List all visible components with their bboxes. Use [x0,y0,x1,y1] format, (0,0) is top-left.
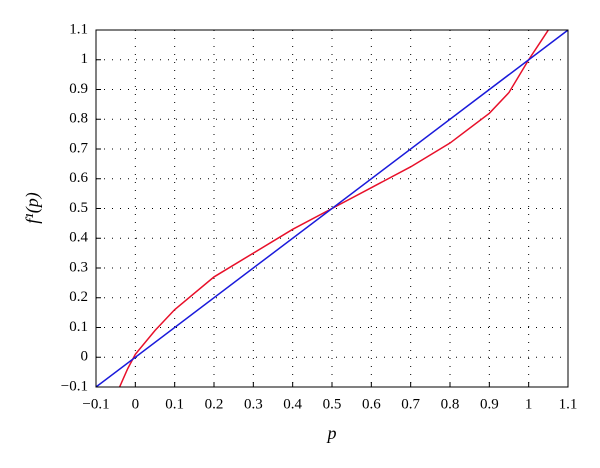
data-line [118,30,549,387]
y-tick-label: 0 [81,349,89,365]
y-tick-label: 1.1 [69,21,88,37]
y-tick-label: 0.9 [69,81,88,97]
x-tick-label: 0.7 [401,396,420,412]
x-tick-label: 0.3 [244,396,263,412]
y-tick-label: 0.8 [69,111,88,127]
plot-frame [95,29,569,388]
y-tick-label: 0.3 [69,259,88,275]
x-tick-label: 0 [132,396,140,412]
y-tick-label: 0.6 [69,170,88,186]
x-tick-label: 0.4 [283,396,302,412]
x-tick-label: 1.1 [559,396,578,412]
y-tick-label: 0.7 [69,140,88,156]
y-tick-label: 0.5 [69,200,88,216]
y-tick-label: 0.2 [69,289,88,305]
y-tick-label: 0.4 [69,230,88,246]
x-axis-label: p [326,423,337,443]
x-tick-label: 0.6 [362,396,381,412]
y-tick-label: −0.1 [61,378,88,394]
x-tick-label: 0.5 [323,396,342,412]
y-tick-label: 0.1 [69,319,88,335]
x-tick-label: 1 [525,396,533,412]
x-tick-label: 0.9 [480,396,499,412]
y-tick-label: 1 [81,51,89,67]
x-tick-label: 0.2 [205,396,224,412]
y-axis-label: f¹(p) [22,192,43,223]
data-line [96,30,568,387]
x-tick-label: 0.8 [441,396,460,412]
x-tick-label: 0.1 [165,396,184,412]
x-tick-label: −0.1 [82,396,109,412]
